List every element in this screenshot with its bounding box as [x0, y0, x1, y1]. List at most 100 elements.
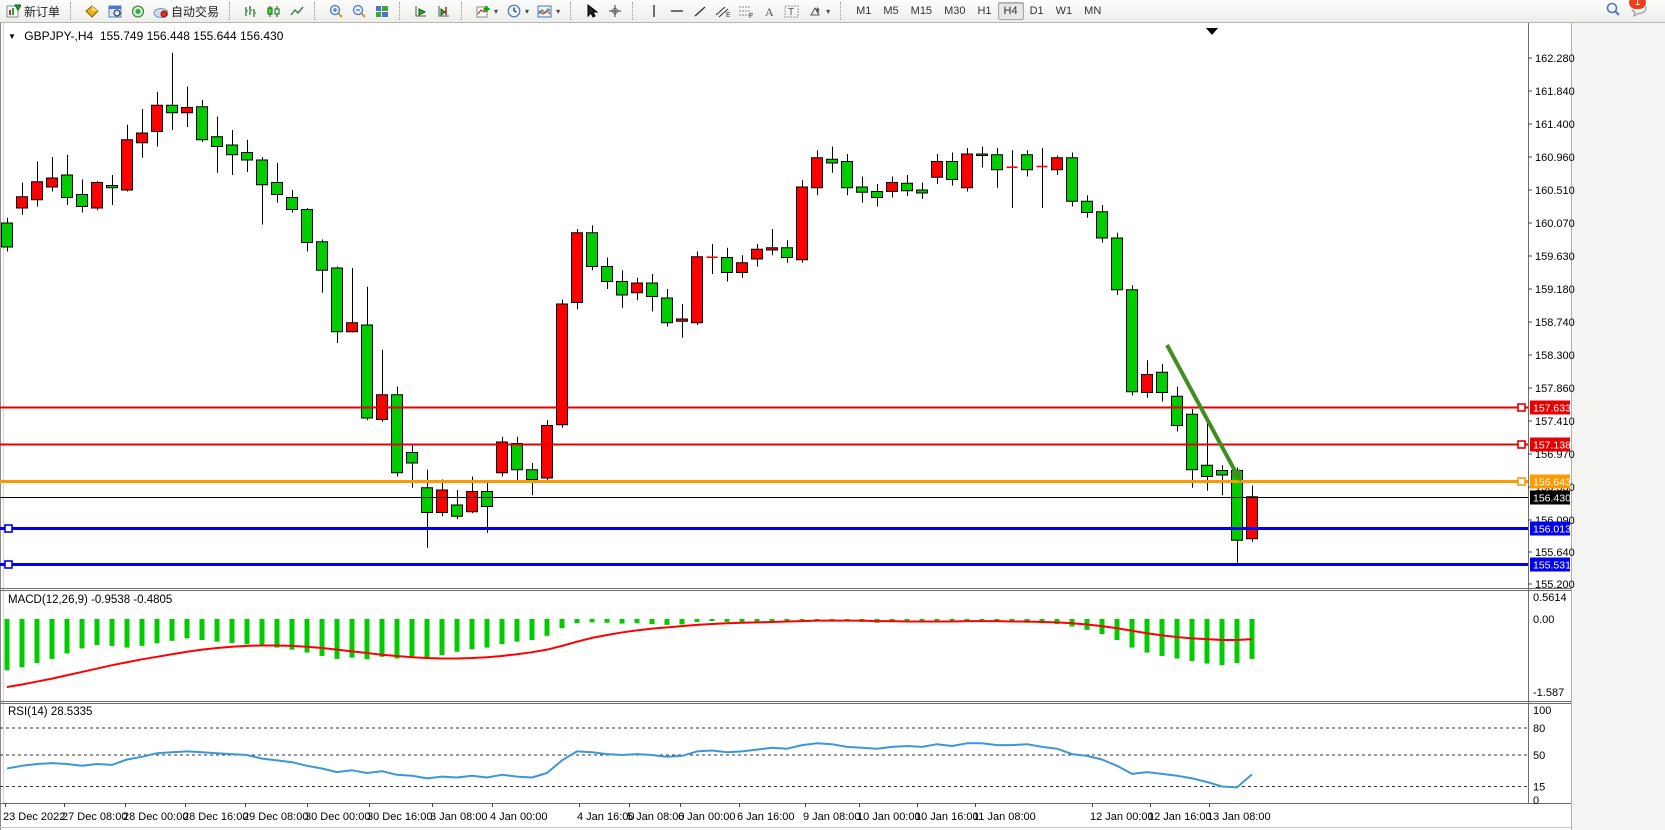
indicators-button[interactable]: ▾ — [471, 0, 502, 22]
notification-badge[interactable]: 1 — [1628, 0, 1647, 10]
timeframe-w1-button[interactable]: W1 — [1055, 5, 1073, 17]
candle-body[interactable] — [46, 177, 58, 188]
candle-body[interactable] — [1066, 157, 1078, 202]
candle-body[interactable] — [106, 185, 118, 189]
candle-body[interactable] — [211, 136, 223, 147]
candle-body[interactable] — [736, 262, 748, 273]
candle-body[interactable] — [391, 394, 403, 474]
candle-body[interactable] — [331, 267, 343, 333]
timeframe-m5-button[interactable]: M5 — [883, 5, 899, 17]
search-icon[interactable] — [1605, 1, 1621, 22]
candle-body[interactable] — [1171, 395, 1183, 426]
candle-body[interactable] — [481, 491, 493, 507]
dropdown-caret-icon[interactable]: ▾ — [525, 6, 530, 16]
timeframe-h1-button[interactable]: H1 — [977, 5, 992, 17]
candle-body[interactable] — [781, 247, 793, 258]
candle-body[interactable] — [871, 191, 883, 198]
dropdown-caret-icon[interactable]: ▾ — [494, 6, 499, 16]
candle-body[interactable] — [1081, 200, 1093, 213]
candle-body[interactable] — [286, 197, 298, 210]
candle-body[interactable] — [121, 139, 133, 191]
trend-arrow-line[interactable] — [1165, 344, 1240, 478]
timeframe-mn-button[interactable]: MN — [1084, 5, 1102, 17]
candle-body[interactable] — [826, 158, 838, 164]
candle-body[interactable] — [751, 248, 763, 260]
chart-title[interactable]: ▼ GBPJPY-,H4 155.749 156.448 155.644 156… — [8, 29, 283, 43]
tile-windows-button[interactable] — [370, 0, 393, 22]
candle-body[interactable] — [166, 104, 178, 114]
candle-body[interactable] — [901, 182, 913, 192]
candle-body[interactable] — [1201, 464, 1213, 477]
candle-body[interactable] — [526, 469, 538, 480]
candle-body[interactable] — [361, 324, 373, 419]
candle-body[interactable] — [631, 282, 643, 294]
candle-body[interactable] — [1111, 237, 1123, 291]
candle-body[interactable] — [271, 182, 283, 195]
chart-shift-button[interactable] — [432, 0, 455, 22]
candle-body[interactable] — [241, 152, 253, 161]
templates-button[interactable]: ▾ — [533, 0, 564, 22]
candle-body[interactable] — [976, 153, 988, 156]
candle-body[interactable] — [646, 282, 658, 297]
candle-body[interactable] — [451, 504, 463, 517]
candle-body[interactable] — [16, 196, 28, 209]
candle-body[interactable] — [556, 303, 568, 426]
timeframe-m30-button[interactable]: M30 — [944, 5, 966, 17]
candle-body[interactable] — [256, 159, 268, 186]
line-handle[interactable] — [4, 560, 13, 569]
timeframe-h4-button[interactable]: H4 — [997, 2, 1024, 20]
candle-body[interactable] — [76, 194, 88, 207]
candle-body[interactable] — [91, 182, 103, 209]
candle-body[interactable] — [1216, 470, 1228, 476]
candle-body[interactable] — [601, 266, 613, 282]
chat-icon[interactable]: 1 — [1628, 0, 1649, 22]
trend-arrow-head[interactable] — [1230, 469, 1241, 482]
market-watch-button[interactable] — [80, 0, 103, 22]
timeframe-m1-button[interactable]: M1 — [856, 5, 872, 17]
navigator-button[interactable] — [126, 0, 149, 22]
text-button[interactable]: A — [757, 0, 780, 22]
candle-body[interactable] — [961, 153, 973, 189]
arrows-shapes-button[interactable]: ▾ — [803, 0, 834, 22]
candle-body[interactable] — [301, 209, 313, 243]
candle-body[interactable] — [541, 425, 553, 479]
candle-body[interactable] — [406, 452, 418, 464]
bar-chart-button[interactable] — [239, 0, 262, 22]
data-window-button[interactable] — [103, 0, 126, 22]
candle-body[interactable] — [436, 489, 448, 513]
candle-body[interactable] — [1096, 211, 1108, 239]
candle-body[interactable] — [811, 157, 823, 189]
candle-body[interactable] — [1126, 289, 1138, 393]
new-order-button[interactable]: 新订单 — [2, 0, 64, 22]
candle-body[interactable] — [616, 281, 628, 296]
candle-body[interactable] — [886, 182, 898, 192]
periods-button[interactable]: ▾ — [502, 0, 533, 22]
crosshair-button[interactable] — [603, 0, 626, 22]
fibonacci-button[interactable]: F — [734, 0, 757, 22]
line-handle[interactable] — [4, 524, 13, 533]
candle-body[interactable] — [661, 297, 673, 324]
candle-body[interactable] — [571, 232, 583, 303]
candle-body[interactable] — [1, 222, 13, 248]
candle-body[interactable] — [466, 491, 478, 513]
candle-body[interactable] — [916, 189, 928, 194]
candle-body[interactable] — [1021, 154, 1033, 171]
candle-body[interactable] — [136, 132, 148, 144]
cursor-button[interactable] — [580, 0, 603, 22]
candle-body[interactable] — [421, 487, 433, 513]
candle-body[interactable] — [511, 443, 523, 471]
chart-menu-caret-icon[interactable]: ▼ — [8, 32, 16, 41]
chart-shift-marker[interactable] — [1206, 28, 1218, 35]
line-handle[interactable] — [1517, 403, 1526, 412]
line-handle[interactable] — [1517, 440, 1526, 449]
zoom-in-button[interactable] — [324, 0, 347, 22]
candle-body[interactable] — [676, 318, 688, 322]
dropdown-caret-icon[interactable]: ▾ — [826, 6, 831, 16]
candle-body[interactable] — [766, 247, 778, 251]
candle-body[interactable] — [991, 154, 1003, 171]
candle-body[interactable] — [61, 174, 73, 198]
candle-body[interactable] — [196, 106, 208, 141]
candle-body[interactable] — [856, 186, 868, 193]
zoom-out-button[interactable] — [347, 0, 370, 22]
